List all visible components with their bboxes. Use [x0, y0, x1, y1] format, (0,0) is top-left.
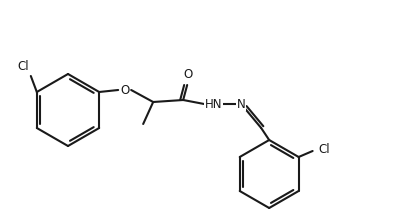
- Text: N: N: [237, 97, 246, 110]
- Text: Cl: Cl: [17, 59, 29, 73]
- Text: O: O: [183, 68, 193, 81]
- Text: HN: HN: [204, 97, 222, 110]
- Text: O: O: [121, 84, 130, 97]
- Text: Cl: Cl: [319, 143, 330, 156]
